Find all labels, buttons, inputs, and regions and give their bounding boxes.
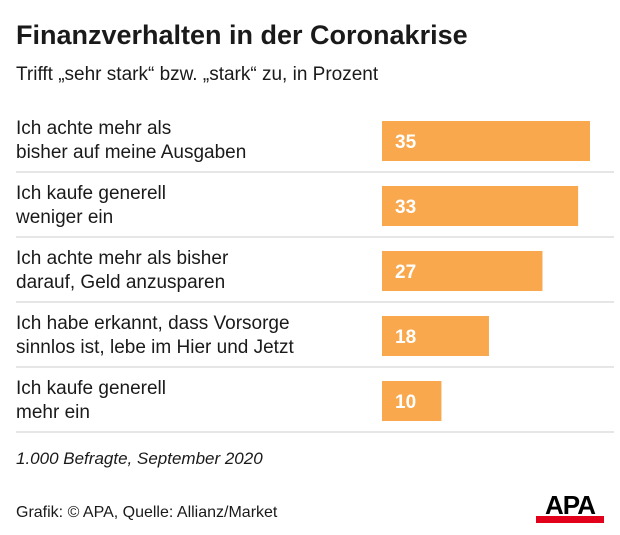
category-label: Ich achte mehr als bisher darauf, Geld an…: [16, 248, 229, 293]
category-label-line: Ich habe erkannt, dass Vorsorge: [16, 313, 290, 334]
value-label: 33: [395, 197, 416, 218]
chart-row: Ich achte mehr als bisher darauf, Geld an…: [16, 248, 614, 303]
value-label: 27: [395, 262, 416, 283]
chart-row: Ich kaufe generell mehr ein 10: [16, 378, 614, 433]
category-label-line: Ich kaufe generell: [16, 378, 166, 399]
value-label: 10: [395, 392, 416, 413]
bar: [382, 251, 543, 291]
apa-logo: APA: [536, 490, 604, 524]
category-label-line: Ich achte mehr als bisher: [16, 248, 229, 269]
value-label: 18: [395, 327, 416, 348]
category-label-line: weniger ein: [16, 207, 113, 228]
category-label-line: darauf, Geld anzusparen: [16, 272, 225, 293]
chart-title: Finanzverhalten in der Coronakrise: [16, 20, 468, 50]
apa-logo-bar: [536, 516, 604, 523]
bar: [382, 186, 579, 226]
category-label: Ich habe erkannt, dass Vorsorge sinnlos i…: [16, 313, 294, 358]
category-label: Ich achte mehr als bisher auf meine Ausga…: [16, 118, 246, 163]
category-label: Ich kaufe generell mehr ein: [16, 378, 166, 423]
bar: [382, 316, 489, 356]
category-label-line: bisher auf meine Ausgaben: [16, 142, 246, 163]
chart-row: Ich achte mehr als bisher auf meine Ausga…: [16, 118, 614, 173]
chart-row: Ich habe erkannt, dass Vorsorge sinnlos i…: [16, 313, 614, 368]
value-label: 35: [395, 132, 417, 153]
bar: [382, 121, 590, 161]
chart-row: Ich kaufe generell weniger ein 33: [16, 183, 614, 238]
footnote: 1.000 Befragte, September 2020: [16, 449, 263, 468]
chart-subtitle: Trifft „sehr stark“ bzw. „stark“ zu, in …: [16, 64, 379, 85]
category-label-line: Ich achte mehr als: [16, 118, 171, 139]
bar-chart: Ich achte mehr als bisher auf meine Ausga…: [16, 118, 614, 433]
category-label-line: Ich kaufe generell: [16, 183, 166, 204]
bar: [382, 381, 442, 421]
apa-logo-text: APA: [545, 490, 596, 520]
category-label-line: mehr ein: [16, 402, 90, 423]
category-label-line: sinnlos ist, lebe im Hier und Jetzt: [16, 337, 294, 358]
source-credit: Grafik: © APA, Quelle: Allianz/Market: [16, 504, 278, 521]
category-label: Ich kaufe generell weniger ein: [16, 183, 166, 228]
